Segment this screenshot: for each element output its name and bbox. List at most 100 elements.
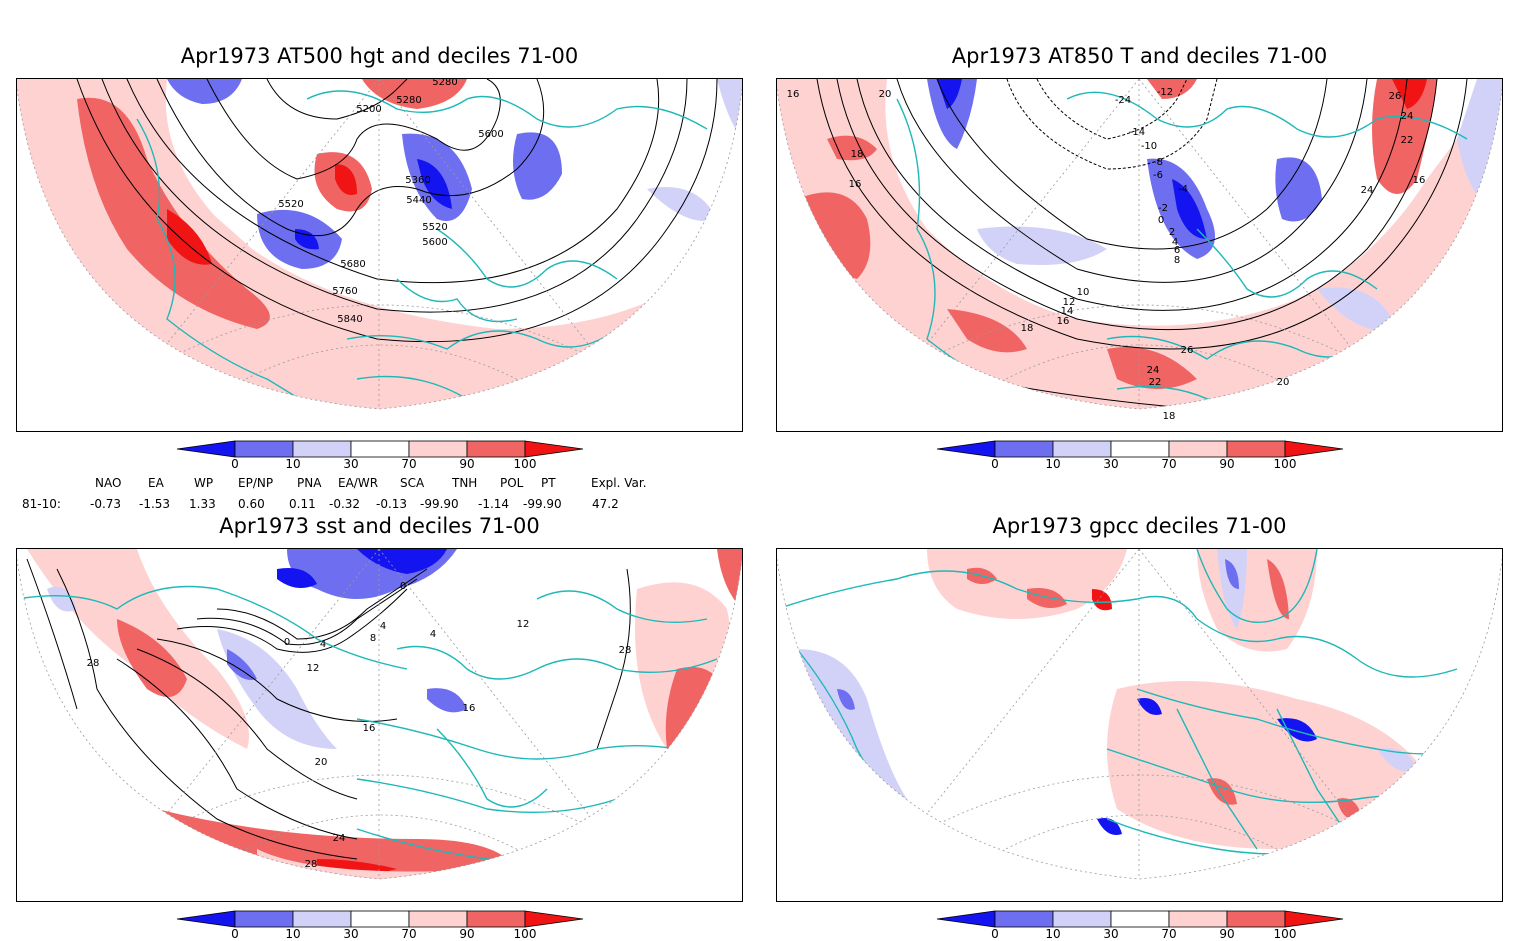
colorbar-segment (936, 440, 996, 458)
index-header: SCA (400, 476, 425, 490)
index-row-label: 81-10: (22, 497, 61, 511)
contour-label: 28 (619, 645, 632, 656)
contour-label: 0 (1158, 215, 1164, 226)
contour-label: 20 (315, 757, 328, 768)
colorbar-tick-label: 30 (343, 927, 359, 941)
colorbar-tick-label: 0 (991, 457, 999, 471)
index-header: EA (148, 476, 164, 490)
colorbar-segment (292, 910, 352, 928)
colorbar-tick-label: 90 (1219, 927, 1235, 941)
colorbar-segment (994, 440, 1054, 458)
colorbar-tick-label: 70 (401, 457, 417, 471)
contour-label: 24 (1361, 185, 1374, 196)
contour-label: 4 (430, 629, 436, 640)
colorbar-tick-label: 100 (1273, 927, 1297, 941)
colorbar-tick-label: 100 (1273, 457, 1297, 471)
index-value: -0.13 (376, 497, 408, 511)
contour-label: -14 (1129, 127, 1145, 138)
map-panel-p4 (776, 548, 1503, 902)
colorbar-tick-label: 30 (343, 457, 359, 471)
index-header: PT (541, 476, 556, 490)
contour-label: 5360 (405, 175, 430, 186)
panel-title-p2: Apr1973 AT850 T and deciles 71-00 (951, 44, 1328, 68)
contour-label: 5200 (356, 104, 381, 115)
contour-label: 5600 (422, 237, 447, 248)
contour-label: 8 (1174, 255, 1180, 266)
contour-label: 5280 (396, 95, 421, 106)
index-header: WP (194, 476, 214, 490)
index-value: 0.11 (289, 497, 316, 511)
colorbar-segment (1284, 910, 1344, 928)
index-header: PNA (297, 476, 322, 490)
colorbar-segment (466, 910, 526, 928)
colorbar-segment (408, 440, 468, 458)
index-header: EP/NP (238, 476, 274, 490)
colorbar-tick-label: 70 (401, 927, 417, 941)
colorbar-segment (1052, 440, 1112, 458)
contour-label: 16 (1057, 316, 1070, 327)
contour-label: -4 (1178, 184, 1188, 195)
colorbar-segment (234, 910, 294, 928)
colorbar-tick-label: 100 (513, 457, 537, 471)
colorbar-tick-label: 10 (1045, 457, 1061, 471)
colorbar-tick-label: 0 (231, 927, 239, 941)
contour-label: -2 (1158, 203, 1168, 214)
contour-label: 5600 (478, 129, 503, 140)
contour-label: 5520 (278, 199, 303, 210)
colorbar-segment (936, 910, 996, 928)
colorbar-segment (292, 440, 352, 458)
colorbar-segment (994, 910, 1054, 928)
colorbar-segment (176, 910, 236, 928)
colorbar-segment (1052, 910, 1112, 928)
colorbar-tick-label: 70 (1161, 457, 1177, 471)
contour-label: 5680 (340, 259, 365, 270)
contour-label: 24 (1401, 111, 1414, 122)
colorbar-tick-label: 10 (285, 457, 301, 471)
contour-label: 5440 (406, 195, 431, 206)
map-p2-svg: 16 20 -24 -12 -14 -10 -8 -6 -4 -2 0 2 4 … (777, 79, 1502, 422)
colorbar-segment (1226, 910, 1286, 928)
contour-label: 26 (1181, 345, 1194, 356)
contour-label: 18 (851, 149, 864, 160)
contour-label: 22 (1149, 377, 1162, 388)
colorbar-segment (1110, 910, 1170, 928)
contour-label: 18 (1163, 411, 1176, 422)
colorbar-tick-label: 10 (285, 927, 301, 941)
colorbar-segment (176, 440, 236, 458)
index-header: NAO (95, 476, 122, 490)
colorbar-segment (466, 440, 526, 458)
colorbar-segment (350, 440, 410, 458)
contour-label: 12 (307, 663, 320, 674)
map-panel-p2: 16 20 -24 -12 -14 -10 -8 -6 -4 -2 0 2 4 … (776, 78, 1503, 432)
map-p3-svg: 0 0 4 8 4 4 12 12 16 16 20 24 28 28 28 (17, 549, 742, 880)
contour-label: 8 (370, 633, 376, 644)
colorbar-tick-label: 90 (459, 457, 475, 471)
colorbar-tick-label: 90 (1219, 457, 1235, 471)
map-panel-p3: 0 0 4 8 4 4 12 12 16 16 20 24 28 28 28 (16, 548, 743, 902)
panel-title-p1: Apr1973 AT500 hgt and deciles 71-00 (180, 44, 579, 68)
map-p4-svg (777, 549, 1502, 880)
contour-label: 12 (517, 619, 530, 630)
contour-label: 20 (1277, 377, 1290, 388)
colorbar-tick-label: 100 (513, 927, 537, 941)
contour-label: 4 (380, 621, 386, 632)
contour-label: -8 (1153, 157, 1163, 168)
contour-label: 2 (1169, 227, 1175, 238)
contour-label: 22 (1401, 135, 1414, 146)
panel-title-p3: Apr1973 sst and deciles 71-00 (219, 514, 540, 538)
contour-label: 16 (1413, 175, 1426, 186)
index-value: -99.90 (420, 497, 459, 511)
map-p1-svg: 5280 5280 5200 5600 5360 5440 5520 5520 … (17, 79, 742, 410)
index-header: POL (500, 476, 524, 490)
index-value: -0.73 (90, 497, 122, 511)
index-value: -1.14 (478, 497, 510, 511)
contour-label: 5760 (332, 286, 357, 297)
index-value: 47.2 (592, 497, 619, 511)
colorbar-tick-label: 0 (231, 457, 239, 471)
contour-label: 16 (463, 703, 476, 714)
contour-label: -6 (1153, 170, 1163, 181)
colorbar-tick-label: 0 (991, 927, 999, 941)
colorbar-tick-label: 90 (459, 927, 475, 941)
index-value: 1.33 (189, 497, 216, 511)
contour-label: 14 (1061, 306, 1074, 317)
